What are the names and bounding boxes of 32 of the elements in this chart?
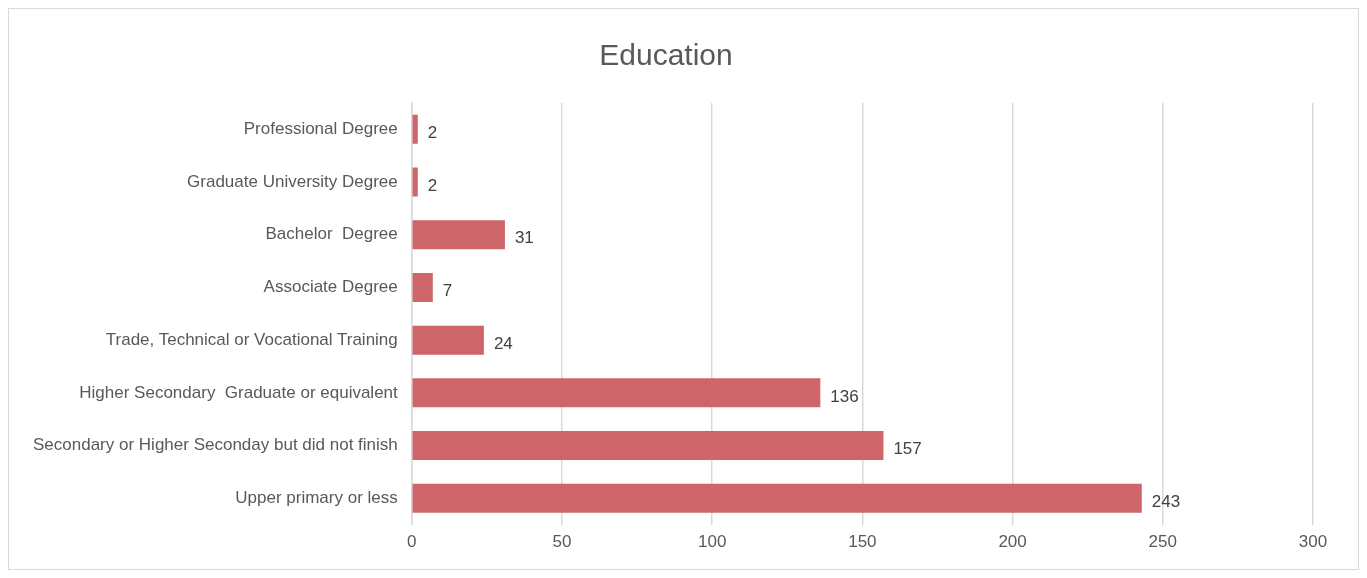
data-label: 24: [493, 333, 513, 353]
x-tick-label: 0: [407, 532, 417, 552]
y-tick-label: Upper primary or less: [235, 487, 398, 507]
data-label: 136: [830, 386, 859, 406]
bar: [412, 272, 433, 302]
x-tick-label: 250: [1148, 532, 1177, 552]
bar: [412, 220, 505, 250]
y-tick-label: Professional Degree: [243, 119, 398, 139]
bar: [412, 483, 1142, 513]
chart-title: Education: [599, 38, 733, 72]
bar: [412, 114, 418, 144]
data-label: 243: [1151, 491, 1181, 511]
bar: [412, 431, 884, 461]
data-label: 2: [427, 175, 438, 195]
y-tick-label: Bachelor Degree: [265, 224, 398, 244]
data-label: 157: [893, 439, 922, 459]
y-tick-label: Trade, Technical or Vocational Training: [105, 329, 398, 349]
data-label: 2: [427, 123, 438, 143]
bar: [412, 167, 418, 197]
data-label: 7: [442, 281, 453, 301]
x-tick-label: 150: [848, 532, 877, 552]
x-tick-label: 200: [998, 532, 1027, 552]
x-tick-label: 300: [1298, 532, 1328, 552]
y-tick-label: Higher Secondary Graduate or equivalent: [79, 382, 399, 402]
y-tick-label: Graduate University Degree: [187, 171, 398, 191]
data-label: 31: [514, 228, 534, 248]
x-tick-label: 50: [552, 532, 572, 552]
y-tick-label: Associate Degree: [263, 277, 398, 297]
y-tick-label: Secondary or Higher Seconday but did not finish: [33, 435, 398, 455]
bar: [412, 378, 821, 408]
bar: [412, 325, 484, 355]
x-tick-label: 100: [698, 532, 727, 552]
